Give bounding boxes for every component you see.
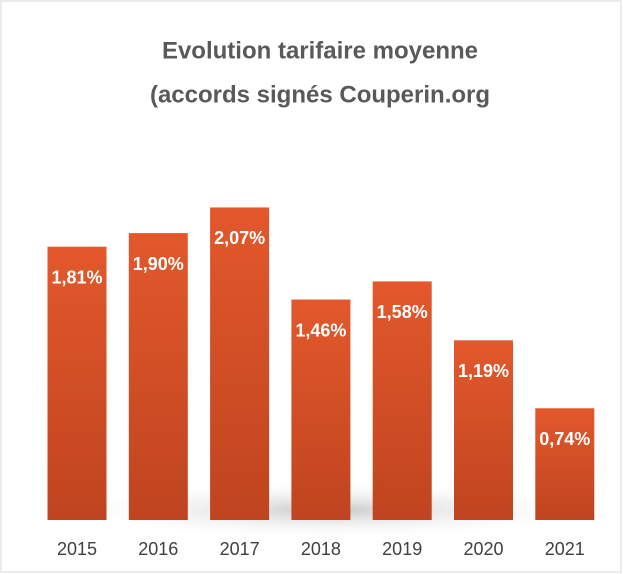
data-label: 0,74% xyxy=(539,429,590,449)
x-tick-label: 2016 xyxy=(138,539,178,559)
bar xyxy=(128,233,188,520)
bar xyxy=(291,299,351,520)
data-label: 1,81% xyxy=(51,267,102,287)
x-tick-label: 2015 xyxy=(57,539,97,559)
data-label: 1,90% xyxy=(133,254,184,274)
chart-title: Evolution tarifaire moyenne xyxy=(162,37,478,64)
bar xyxy=(535,408,595,520)
x-tick-label: 2017 xyxy=(220,539,260,559)
bar xyxy=(47,246,107,520)
x-tick-label: 2020 xyxy=(463,539,503,559)
bar xyxy=(454,340,513,520)
bar xyxy=(372,281,432,520)
data-label: 1,19% xyxy=(458,361,509,381)
data-label: 1,58% xyxy=(377,302,428,322)
chart-title: (accords signés Couperin.org xyxy=(150,81,490,108)
x-tick-label: 2018 xyxy=(301,539,341,559)
data-label: 1,46% xyxy=(295,320,346,340)
x-tick-label: 2021 xyxy=(545,539,585,559)
x-tick-label: 2019 xyxy=(382,539,422,559)
data-label: 2,07% xyxy=(214,228,265,248)
bar xyxy=(210,207,270,520)
